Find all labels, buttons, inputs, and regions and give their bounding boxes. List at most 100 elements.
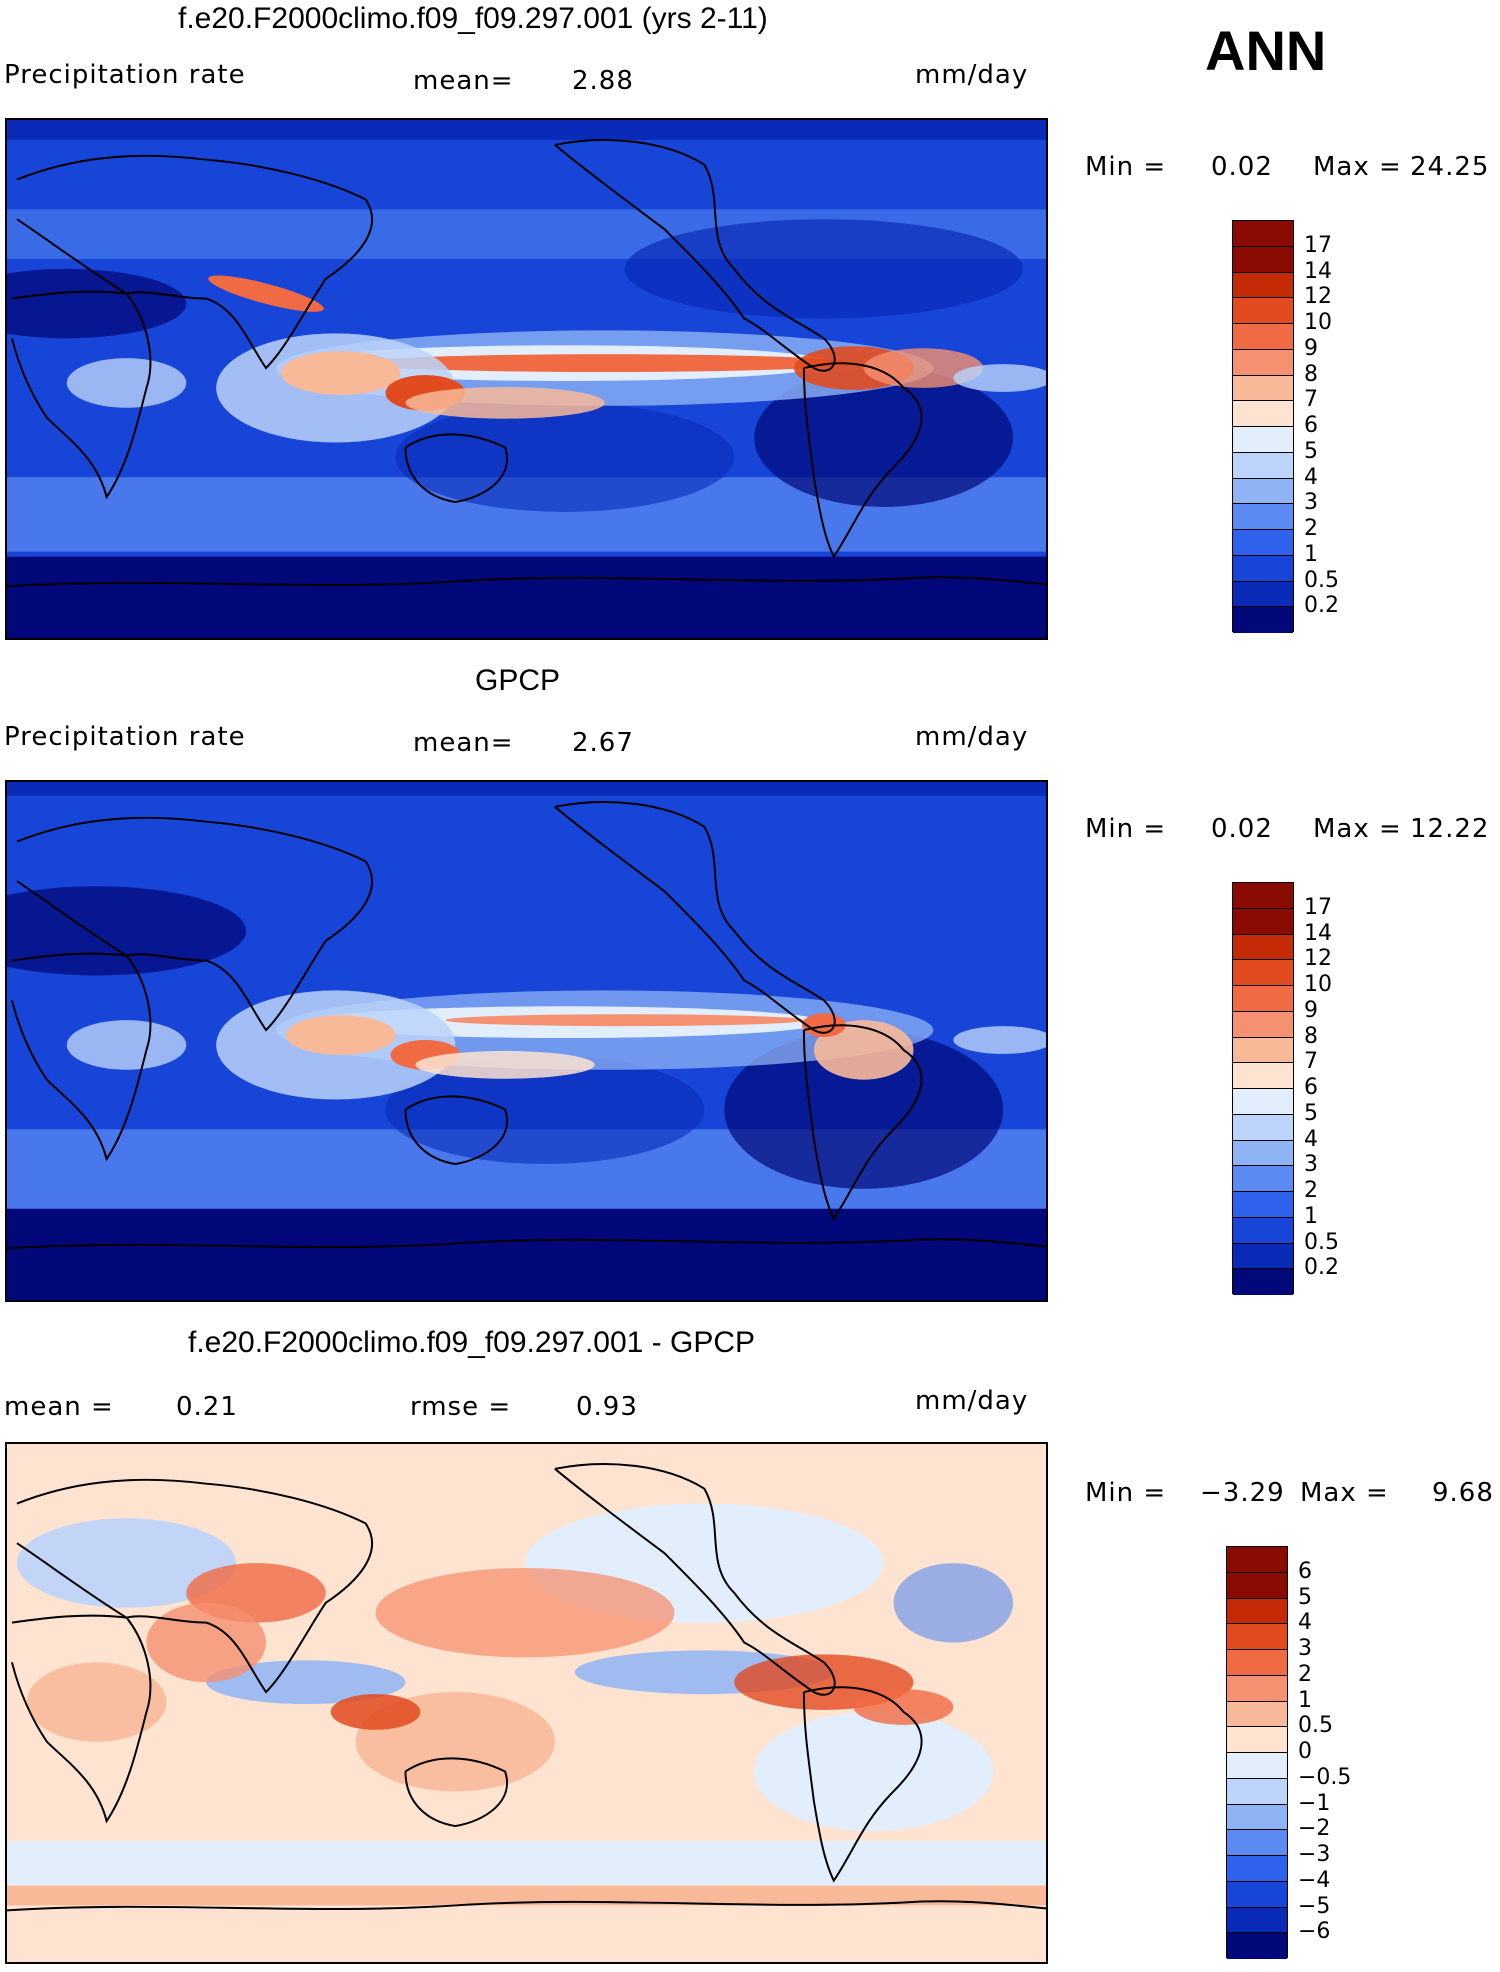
colorbar-swatch — [1233, 1192, 1293, 1218]
panel1-map-field — [7, 120, 1046, 638]
colorbar-swatch — [1233, 607, 1293, 633]
panel2-min-value: 0.02 — [1211, 814, 1273, 844]
panel1-variable-label: Precipitation rate — [4, 60, 246, 90]
panel2-map-field — [7, 782, 1046, 1300]
colorbar-swatch — [1233, 246, 1293, 273]
colorbar-swatch — [1233, 555, 1293, 582]
colorbar-tick-label: 12 — [1304, 946, 1332, 972]
colorbar-tick-label: 12 — [1304, 284, 1332, 310]
panel3-min-label: Min = — [1085, 1478, 1167, 1508]
colorbar-tick-label: 0.5 — [1298, 1713, 1333, 1739]
panel1-max-value: 24.25 — [1410, 152, 1490, 182]
panel3-rmse-label: rmse = — [410, 1392, 512, 1422]
colorbar-tick-label: −4 — [1298, 1867, 1331, 1893]
colorbar-swatch — [1233, 349, 1293, 376]
panel2-units: mm/day — [915, 722, 1029, 752]
colorbar-swatch — [1233, 960, 1293, 986]
panel2-min-label: Min = — [1085, 814, 1167, 844]
colorbar-swatch — [1227, 1624, 1287, 1650]
panel1-max-label: Max = — [1313, 152, 1402, 182]
colorbar-tick-label: 17 — [1304, 894, 1332, 920]
colorbar-tick-label: 10 — [1304, 972, 1332, 997]
colorbar-swatch — [1233, 452, 1293, 479]
colorbar-swatch — [1233, 908, 1293, 935]
panel3-map — [5, 1442, 1048, 1964]
colorbar-tick-label: 1 — [1304, 1203, 1318, 1229]
colorbar-tick-label: 4 — [1298, 1610, 1312, 1636]
colorbar-swatch — [1227, 1727, 1287, 1753]
panel2-max-label: Max = — [1313, 814, 1402, 844]
colorbar-tick-label: −5 — [1298, 1893, 1331, 1919]
colorbar-swatch — [1233, 883, 1293, 909]
colorbar-tick-label: 3 — [1298, 1636, 1312, 1661]
panel1-colorbar — [1232, 220, 1294, 633]
panel3-max-label: Max = — [1300, 1478, 1389, 1508]
panel3-mean-label: mean = — [4, 1392, 114, 1422]
colorbar-tick-label: 2 — [1298, 1661, 1312, 1687]
colorbar-tick-label: −3 — [1298, 1842, 1331, 1867]
colorbar-tick-label: 9 — [1304, 335, 1318, 361]
colorbar-swatch — [1233, 1269, 1293, 1295]
colorbar-tick-label: 17 — [1304, 232, 1332, 258]
colorbar-swatch — [1227, 1933, 1287, 1959]
colorbar-tick-label: 5 — [1298, 1584, 1312, 1610]
colorbar-swatch — [1233, 1114, 1293, 1141]
colorbar-swatch — [1233, 375, 1293, 402]
colorbar-tick-label: 3 — [1304, 1152, 1318, 1178]
colorbar-swatch — [1227, 1675, 1287, 1702]
colorbar-swatch — [1233, 1243, 1293, 1270]
colorbar-tick-label: 14 — [1304, 920, 1332, 946]
colorbar-swatch — [1233, 504, 1293, 530]
panel1-mean-label: mean= — [413, 66, 514, 96]
colorbar-tick-label: −1 — [1298, 1790, 1331, 1816]
colorbar-swatch — [1227, 1804, 1287, 1831]
colorbar-swatch — [1233, 1011, 1293, 1038]
colorbar-swatch — [1227, 1830, 1287, 1856]
colorbar-swatch — [1227, 1778, 1287, 1805]
colorbar-swatch — [1233, 401, 1293, 427]
colorbar-swatch — [1227, 1547, 1287, 1573]
colorbar-swatch — [1233, 530, 1293, 556]
colorbar-swatch — [1233, 298, 1293, 324]
colorbar-tick-label: 4 — [1304, 1126, 1318, 1152]
panel1-map — [5, 118, 1048, 640]
colorbar-swatch — [1233, 934, 1293, 961]
colorbar-tick-label: 1 — [1298, 1687, 1312, 1713]
panel1-min-value: 0.02 — [1211, 152, 1273, 182]
colorbar-tick-label: 7 — [1304, 1049, 1318, 1075]
panel2-variable-label: Precipitation rate — [4, 722, 246, 752]
panel3-max-value: 9.68 — [1432, 1478, 1494, 1508]
colorbar-tick-label: 4 — [1304, 464, 1318, 490]
colorbar-tick-label: −6 — [1298, 1919, 1331, 1945]
colorbar-swatch — [1233, 1140, 1293, 1167]
colorbar-swatch — [1233, 1063, 1293, 1089]
colorbar-swatch — [1233, 427, 1293, 453]
colorbar-tick-label: 10 — [1304, 310, 1332, 335]
panel1-min-label: Min = — [1085, 152, 1167, 182]
colorbar-swatch — [1233, 1166, 1293, 1192]
colorbar-tick-label: 3 — [1304, 490, 1318, 516]
panel3-title: f.e20.F2000climo.f09_f09.297.001 - GPCP — [188, 1326, 756, 1359]
panel3-map-field — [7, 1444, 1046, 1962]
colorbar-tick-label: −0.5 — [1298, 1764, 1352, 1790]
panel1-title: f.e20.F2000climo.f09_f09.297.001 (yrs 2-… — [178, 2, 768, 35]
colorbar-tick-label: 6 — [1304, 1075, 1318, 1100]
season-label: ANN — [1205, 19, 1327, 82]
panel2-max-value: 12.22 — [1410, 814, 1490, 844]
colorbar-swatch — [1227, 1572, 1287, 1599]
colorbar-swatch — [1233, 1037, 1293, 1064]
colorbar-tick-label: 8 — [1304, 361, 1318, 387]
panel3-mean-value: 0.21 — [176, 1392, 238, 1422]
colorbar-swatch — [1233, 478, 1293, 505]
colorbar-swatch — [1233, 272, 1293, 299]
colorbar-swatch — [1227, 1856, 1287, 1882]
panel3-units: mm/day — [915, 1386, 1029, 1416]
panel2-mean-value: 2.67 — [572, 728, 634, 758]
panel2-colorbar — [1232, 882, 1294, 1295]
colorbar-tick-label: 6 — [1304, 413, 1318, 438]
colorbar-swatch — [1233, 581, 1293, 608]
panel1-mean-value: 2.88 — [572, 66, 634, 96]
colorbar-tick-label: 0 — [1298, 1739, 1312, 1764]
colorbar-tick-label: 0.2 — [1304, 1255, 1339, 1281]
colorbar-swatch — [1227, 1907, 1287, 1934]
